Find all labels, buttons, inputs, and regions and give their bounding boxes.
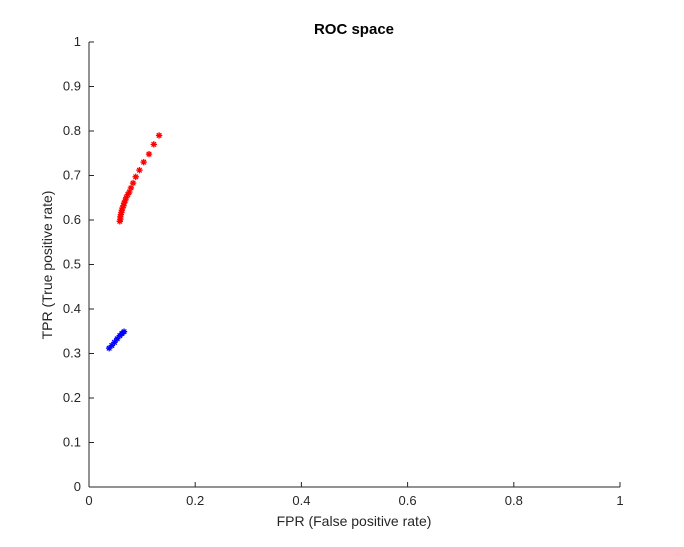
- plot-area: [89, 42, 620, 487]
- x-tick-label: 0.4: [292, 493, 310, 508]
- y-tick-label: 0: [74, 479, 81, 494]
- data-point: [145, 150, 153, 158]
- data-point: [120, 199, 128, 207]
- data-point: [132, 173, 139, 181]
- y-tick-label: 0.4: [63, 301, 81, 316]
- data-point: [113, 335, 121, 343]
- x-tick-label: 1: [616, 493, 623, 508]
- series-1: [105, 328, 128, 352]
- y-tick-label: 0.3: [63, 346, 81, 361]
- y-tick-label: 0.7: [63, 168, 81, 183]
- series-0: [116, 132, 163, 225]
- y-tick-label: 0.6: [63, 212, 81, 227]
- data-point: [127, 184, 135, 192]
- y-tick-label: 0.8: [63, 123, 81, 138]
- data-point: [111, 339, 118, 346]
- data-point: [120, 328, 128, 335]
- x-tick-label: 0: [85, 493, 92, 508]
- data-point: [124, 191, 131, 198]
- y-tick-label: 1: [74, 34, 81, 49]
- data-point: [140, 158, 147, 166]
- data-point: [150, 141, 157, 148]
- data-point: [155, 132, 163, 139]
- x-tick-label: 0.6: [399, 493, 417, 508]
- chart-title: ROC space: [314, 21, 394, 38]
- y-axis-label: TPR (True positive rate): [39, 191, 55, 340]
- data-point: [108, 342, 116, 349]
- axes: 0 0.2 0.4 0.6 0.8 1 0 0.1 0.2 0.3 0.4 0.5 0.6 0.7 0.8 0…: [63, 34, 624, 508]
- data-point: [122, 194, 130, 201]
- plot-background: [89, 42, 620, 487]
- x-tick-label: 0.2: [186, 493, 204, 508]
- y-tick-label: 0.2: [63, 390, 81, 405]
- data-point: [121, 197, 129, 205]
- y-tick-label: 0.9: [63, 79, 81, 94]
- y-tick-label: 0.1: [63, 435, 81, 450]
- y-tick-label: 0.5: [63, 257, 81, 272]
- data-point: [119, 204, 126, 212]
- data-points: [105, 132, 163, 352]
- x-axis-label: FPR (False positive rate): [277, 513, 432, 529]
- data-point: [136, 166, 143, 174]
- data-point: [126, 188, 133, 196]
- data-point: [129, 179, 137, 187]
- x-tick-label: 0.8: [505, 493, 523, 508]
- data-point: [105, 344, 113, 352]
